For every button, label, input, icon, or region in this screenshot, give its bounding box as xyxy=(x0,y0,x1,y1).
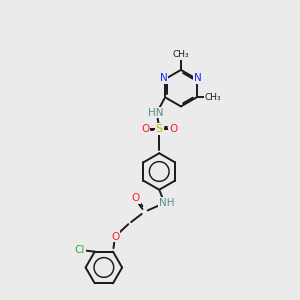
Text: Cl: Cl xyxy=(75,245,85,255)
Text: O: O xyxy=(141,124,149,134)
Text: CH₃: CH₃ xyxy=(172,50,189,59)
Text: O: O xyxy=(131,193,140,203)
Text: N: N xyxy=(160,74,167,83)
Text: S: S xyxy=(156,124,163,134)
Text: HN: HN xyxy=(148,108,164,118)
Text: N: N xyxy=(194,74,202,83)
Text: CH₃: CH₃ xyxy=(205,93,221,102)
Text: NH: NH xyxy=(159,198,175,208)
Text: O: O xyxy=(169,124,178,134)
Text: O: O xyxy=(111,232,119,242)
